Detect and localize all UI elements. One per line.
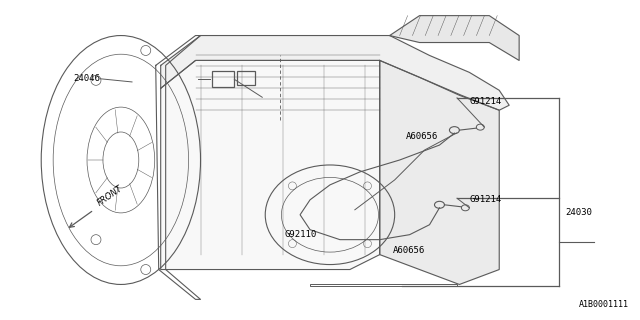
Polygon shape bbox=[390, 16, 519, 60]
Bar bbox=[310, 284, 457, 286]
Text: G91214: G91214 bbox=[470, 97, 502, 106]
Text: FRONT: FRONT bbox=[96, 184, 125, 208]
Text: 24046: 24046 bbox=[74, 74, 100, 83]
Text: A60656: A60656 bbox=[406, 132, 438, 140]
Bar bbox=[212, 71, 234, 87]
Text: A1B0001111: A1B0001111 bbox=[579, 300, 629, 309]
Polygon shape bbox=[161, 60, 380, 269]
Text: G91214: G91214 bbox=[470, 195, 502, 204]
Polygon shape bbox=[380, 60, 499, 284]
Polygon shape bbox=[161, 36, 509, 110]
Text: 24030: 24030 bbox=[565, 208, 592, 217]
Text: A60656: A60656 bbox=[394, 246, 426, 255]
Bar bbox=[237, 71, 255, 85]
Text: G92110: G92110 bbox=[285, 230, 317, 239]
